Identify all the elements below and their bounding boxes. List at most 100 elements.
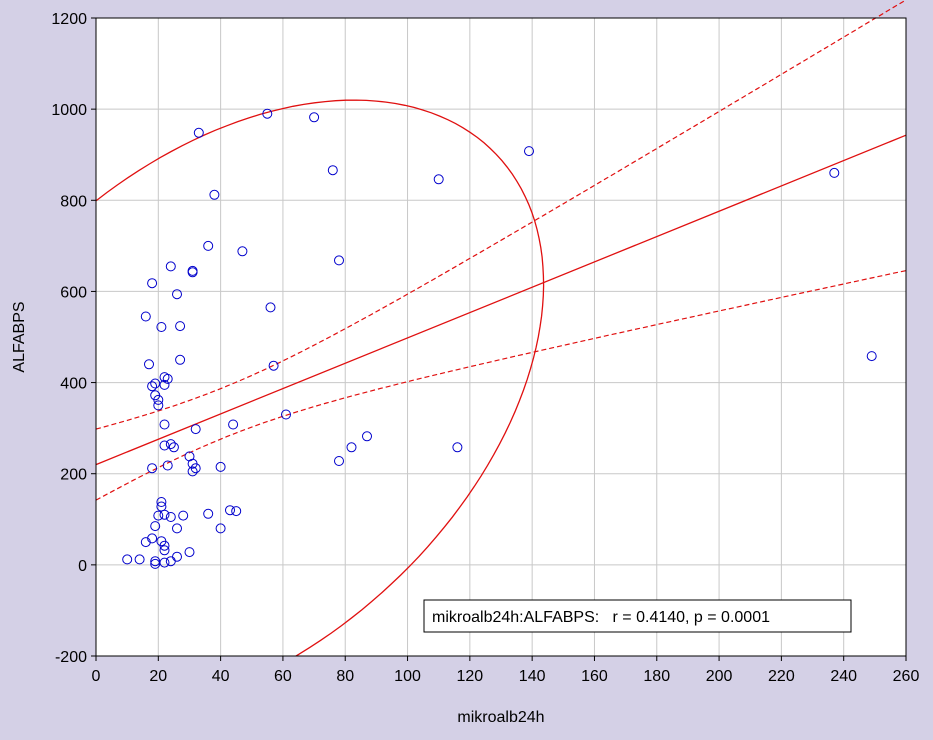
data-point bbox=[281, 409, 291, 420]
data-point bbox=[162, 373, 173, 384]
data-point bbox=[156, 497, 167, 507]
data-point bbox=[159, 545, 170, 556]
y-tick-label: 1200 bbox=[51, 11, 87, 28]
fit-lines bbox=[95, 0, 907, 656]
data-point bbox=[203, 508, 214, 519]
y-tick-label: 800 bbox=[60, 193, 87, 210]
data-point bbox=[209, 189, 220, 200]
plot-border bbox=[95, 17, 907, 657]
data-point bbox=[829, 167, 840, 178]
x-tick-label: 140 bbox=[519, 668, 546, 685]
data-point bbox=[159, 372, 170, 383]
y-tick-label: -200 bbox=[55, 649, 87, 666]
x-tick-label: 220 bbox=[768, 668, 795, 685]
data-point bbox=[215, 523, 226, 534]
data-point bbox=[184, 451, 195, 462]
data-point bbox=[159, 419, 170, 430]
x-tick-label: 40 bbox=[212, 668, 230, 685]
data-point bbox=[172, 523, 182, 534]
data-point bbox=[265, 302, 276, 313]
data-point bbox=[162, 460, 173, 471]
grid bbox=[96, 18, 906, 656]
x-tick-label: 260 bbox=[893, 668, 920, 685]
data-point bbox=[866, 351, 877, 362]
data-point bbox=[362, 431, 372, 442]
data-point bbox=[228, 419, 239, 430]
confidence-ellipse bbox=[96, 99, 545, 656]
data-points bbox=[122, 108, 877, 569]
data-point bbox=[203, 240, 214, 251]
data-point bbox=[327, 165, 338, 176]
data-point bbox=[190, 424, 201, 435]
x-tick-label: 120 bbox=[456, 668, 483, 685]
data-point bbox=[165, 512, 176, 522]
data-point bbox=[147, 381, 158, 392]
data-point bbox=[153, 394, 164, 405]
data-point bbox=[140, 537, 151, 548]
stats-annotation: mikroalb24h:ALFABPS: r = 0.4140, p = 0.0… bbox=[423, 599, 852, 633]
annotation-box bbox=[423, 599, 852, 633]
data-point bbox=[175, 354, 186, 365]
data-point bbox=[159, 509, 170, 520]
data-point bbox=[262, 108, 273, 119]
data-point bbox=[452, 442, 463, 453]
x-axis-ticks: 0 20 40 60 80 100 120 140 160 180 200 220 240 260 bbox=[92, 656, 920, 685]
data-point bbox=[144, 359, 154, 370]
data-point bbox=[122, 554, 133, 565]
confidence-band-lower bbox=[95, 270, 907, 501]
data-point bbox=[159, 379, 170, 390]
x-tick-label: 240 bbox=[830, 668, 857, 685]
data-point bbox=[153, 510, 164, 521]
x-axis-label: mikroalb24h bbox=[457, 709, 544, 726]
data-point bbox=[150, 521, 161, 532]
data-point bbox=[172, 289, 182, 300]
data-point bbox=[147, 278, 158, 289]
y-axis-label: ALFABPS bbox=[11, 301, 28, 372]
x-tick-label: 100 bbox=[394, 668, 421, 685]
y-tick-label: 400 bbox=[60, 376, 87, 393]
regression-line bbox=[95, 134, 907, 466]
data-point bbox=[140, 311, 151, 322]
x-tick-label: 160 bbox=[581, 668, 608, 685]
data-point bbox=[147, 463, 158, 474]
data-point bbox=[187, 267, 198, 278]
data-point bbox=[165, 261, 176, 272]
data-point bbox=[193, 127, 204, 138]
data-point bbox=[190, 463, 201, 474]
x-tick-label: 200 bbox=[706, 668, 733, 685]
data-point bbox=[268, 360, 279, 371]
data-point bbox=[159, 440, 170, 451]
data-point bbox=[184, 547, 195, 558]
annotation-text: mikroalb24h:ALFABPS: r = 0.4140, p = 0.0… bbox=[432, 609, 770, 626]
data-point bbox=[334, 456, 344, 466]
data-point bbox=[156, 322, 167, 332]
y-tick-label: 0 bbox=[78, 558, 87, 575]
data-point bbox=[524, 146, 534, 157]
x-tick-label: 0 bbox=[92, 668, 101, 685]
data-point bbox=[225, 505, 235, 516]
x-tick-label: 20 bbox=[149, 668, 167, 685]
data-point bbox=[165, 439, 176, 450]
y-axis-ticks: -200 0 200 400 600 800 1000 1200 bbox=[51, 11, 96, 666]
data-point bbox=[187, 466, 198, 477]
x-tick-label: 80 bbox=[336, 668, 354, 685]
data-point bbox=[175, 321, 186, 332]
data-point bbox=[433, 174, 444, 185]
data-point bbox=[346, 442, 357, 453]
data-point bbox=[153, 400, 164, 411]
data-point bbox=[309, 112, 320, 123]
data-point bbox=[150, 378, 161, 389]
x-tick-label: 60 bbox=[274, 668, 292, 685]
data-point bbox=[231, 506, 242, 517]
data-point bbox=[172, 551, 182, 562]
data-point bbox=[159, 540, 170, 551]
data-point bbox=[147, 533, 158, 544]
data-point bbox=[178, 510, 189, 521]
confidence-band-upper bbox=[95, 0, 907, 430]
data-point bbox=[215, 461, 226, 472]
x-tick-label: 180 bbox=[643, 668, 670, 685]
y-tick-label: 1000 bbox=[51, 102, 87, 119]
plot-area bbox=[96, 18, 906, 656]
data-point bbox=[168, 442, 179, 453]
